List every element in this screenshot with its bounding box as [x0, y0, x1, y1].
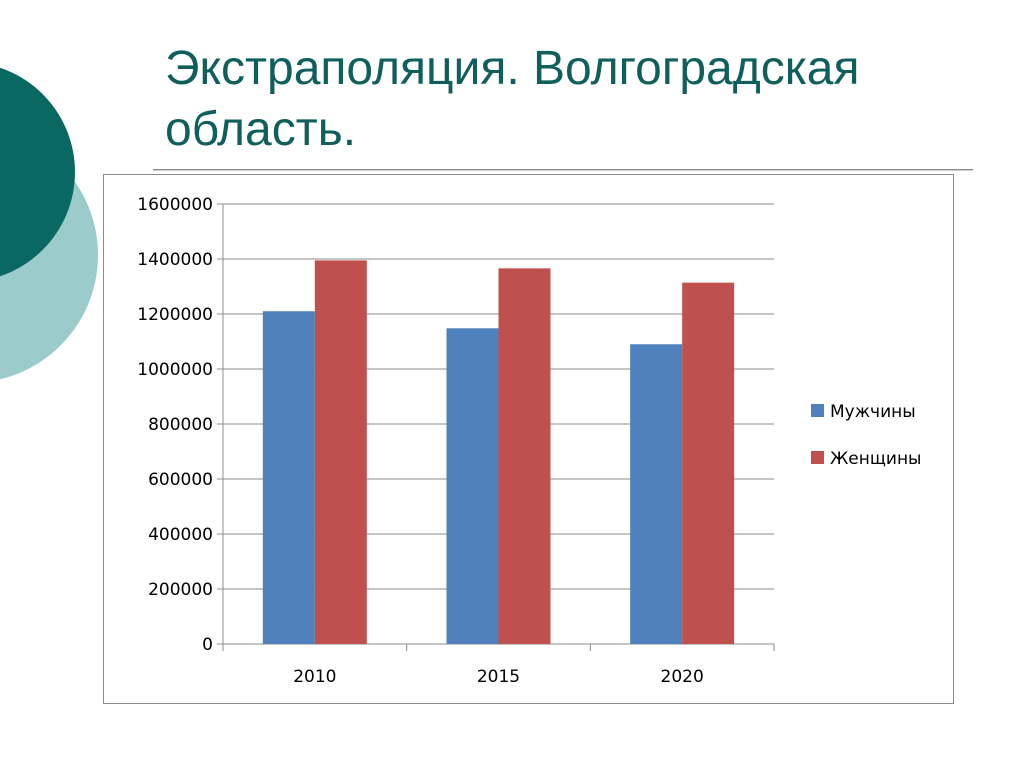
y-tick-label: 400000 — [148, 525, 213, 545]
y-tick-label: 1200000 — [137, 305, 213, 325]
bar-women-2020 — [682, 282, 735, 644]
decorative-circle-dark — [0, 67, 75, 277]
bar-chart: 0 200000 400000 600000 800000 1000000 1200000 1… — [137, 195, 921, 687]
bar-women-2010 — [314, 260, 367, 644]
bar-men-2015 — [446, 328, 499, 644]
bar-men-2010 — [262, 311, 315, 644]
x-tick-label: 2010 — [293, 667, 336, 687]
slide-title: Экстраполяция. Волгоградская область. — [165, 42, 860, 156]
x-tick-label: 2015 — [477, 667, 520, 687]
decorative-circles — [0, 67, 98, 380]
legend-swatch — [811, 451, 824, 464]
legend-label: Мужчины — [830, 402, 916, 422]
y-tick-label: 800000 — [148, 415, 213, 435]
chart-frame: 0 200000 400000 600000 800000 1000000 1200000 1… — [103, 174, 954, 704]
y-tick-label: 1600000 — [137, 195, 213, 215]
legend-label: Женщины — [830, 449, 921, 469]
legend-swatch — [811, 404, 824, 417]
title-divider — [153, 169, 973, 171]
y-tick-label: 0 — [202, 635, 213, 655]
bar-women-2015 — [498, 268, 551, 644]
x-tick-label: 2020 — [661, 667, 704, 687]
y-tick-label: 1400000 — [137, 250, 213, 270]
y-tick-label: 600000 — [148, 470, 213, 490]
bar-men-2020 — [630, 344, 683, 644]
y-tick-label: 1000000 — [137, 360, 213, 380]
y-tick-label: 200000 — [148, 580, 213, 600]
